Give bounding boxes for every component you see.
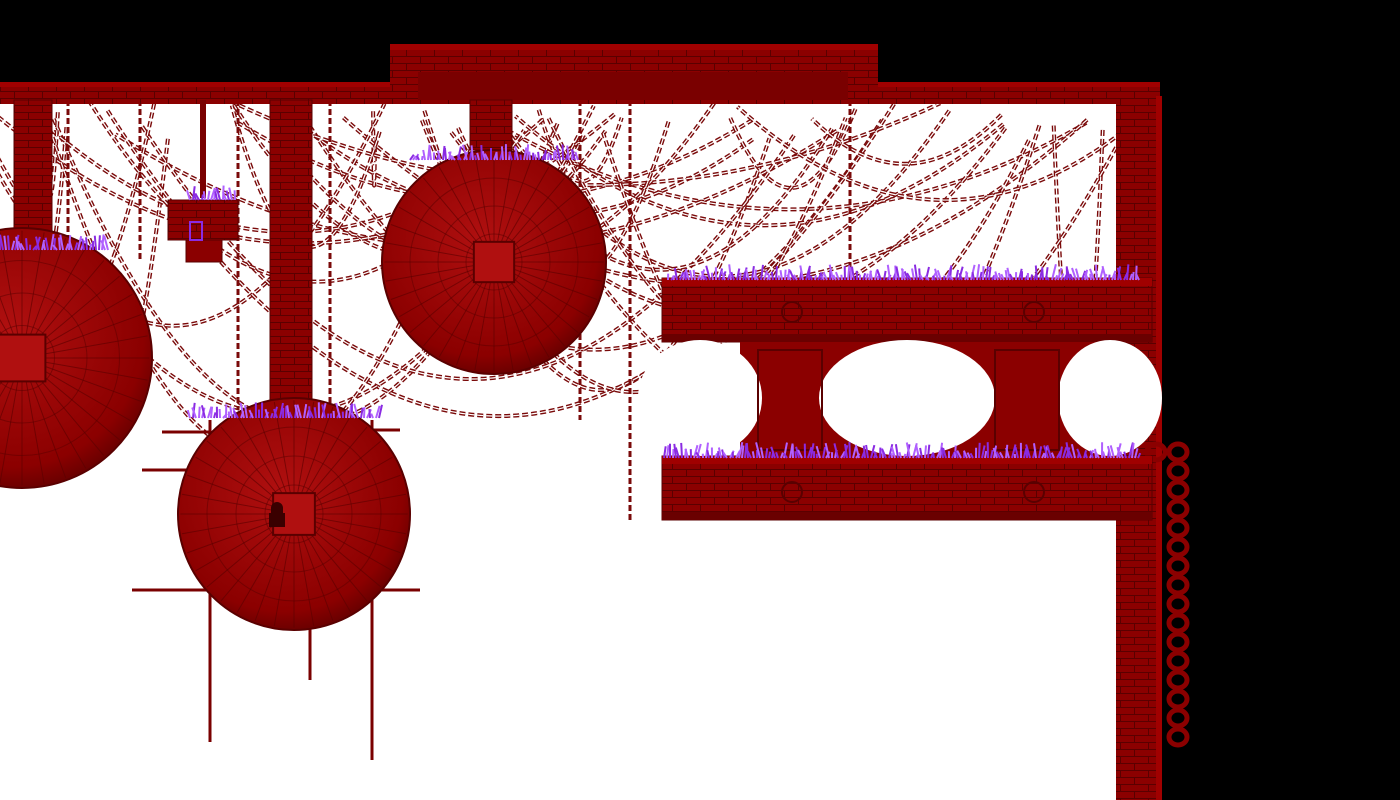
purple-grass bbox=[0, 144, 1142, 459]
hanging-block bbox=[167, 199, 239, 263]
chain-link-highlight bbox=[515, 115, 1004, 226]
ring-chain bbox=[1144, 441, 1190, 748]
orb-core bbox=[472, 240, 516, 284]
chain-ring bbox=[1166, 726, 1190, 748]
chain-link-highlight bbox=[115, 130, 838, 248]
grass-top-orb bbox=[409, 144, 579, 161]
chain-ring bbox=[1166, 631, 1190, 653]
chain-link-highlight bbox=[423, 110, 770, 391]
upper-platform bbox=[661, 277, 1153, 343]
chain-ring bbox=[1166, 574, 1190, 596]
hanging-orbs bbox=[0, 149, 607, 631]
ceiling bbox=[0, 44, 1160, 104]
chain-link-highlight bbox=[736, 106, 1118, 201]
grass-upper-platform bbox=[667, 264, 1140, 281]
chain-link-highlight bbox=[295, 102, 883, 351]
chain-ring bbox=[1166, 441, 1190, 463]
chain-ring bbox=[1166, 536, 1190, 558]
chain-ring bbox=[1166, 498, 1190, 520]
center-rod bbox=[269, 99, 313, 401]
grass-hanging-block bbox=[186, 185, 236, 201]
grass-lower-platform bbox=[663, 441, 1142, 459]
platform-hole-far-left bbox=[638, 340, 762, 456]
chain-link-highlight bbox=[372, 109, 376, 187]
chain-link-highlight bbox=[141, 126, 795, 380]
chain-ring bbox=[1166, 517, 1190, 539]
chain-link-highlight bbox=[15, 125, 67, 285]
orb-core bbox=[0, 333, 47, 383]
lower-platform bbox=[661, 455, 1153, 521]
chain-link-highlight bbox=[492, 128, 833, 271]
orb-center bbox=[177, 397, 411, 631]
block-rod bbox=[200, 100, 206, 198]
chain-ring bbox=[1166, 555, 1190, 577]
platform-hole-right bbox=[1058, 340, 1162, 456]
platforms bbox=[638, 277, 1162, 521]
chain-ring bbox=[1166, 669, 1190, 691]
chain-ring bbox=[1166, 612, 1190, 634]
chain-ring bbox=[1144, 441, 1168, 463]
lock-icon bbox=[269, 502, 285, 527]
chain-link-highlight bbox=[811, 114, 1002, 165]
chain-ring bbox=[1166, 707, 1190, 729]
platform-pillars bbox=[638, 340, 1162, 456]
upper-rod bbox=[469, 99, 513, 151]
chain-ring bbox=[1166, 479, 1190, 501]
grass-left-orb bbox=[0, 233, 109, 251]
orb-top bbox=[381, 149, 607, 375]
support-rods bbox=[13, 99, 513, 401]
chain-ring bbox=[1166, 593, 1190, 615]
platform-hole-left bbox=[819, 340, 995, 456]
grass-center-orb bbox=[186, 402, 383, 419]
chain-ring bbox=[1166, 688, 1190, 710]
chain-ring bbox=[1166, 650, 1190, 672]
chain-ring bbox=[1166, 460, 1190, 482]
left-rod bbox=[13, 99, 53, 241]
orb-left bbox=[0, 227, 153, 489]
